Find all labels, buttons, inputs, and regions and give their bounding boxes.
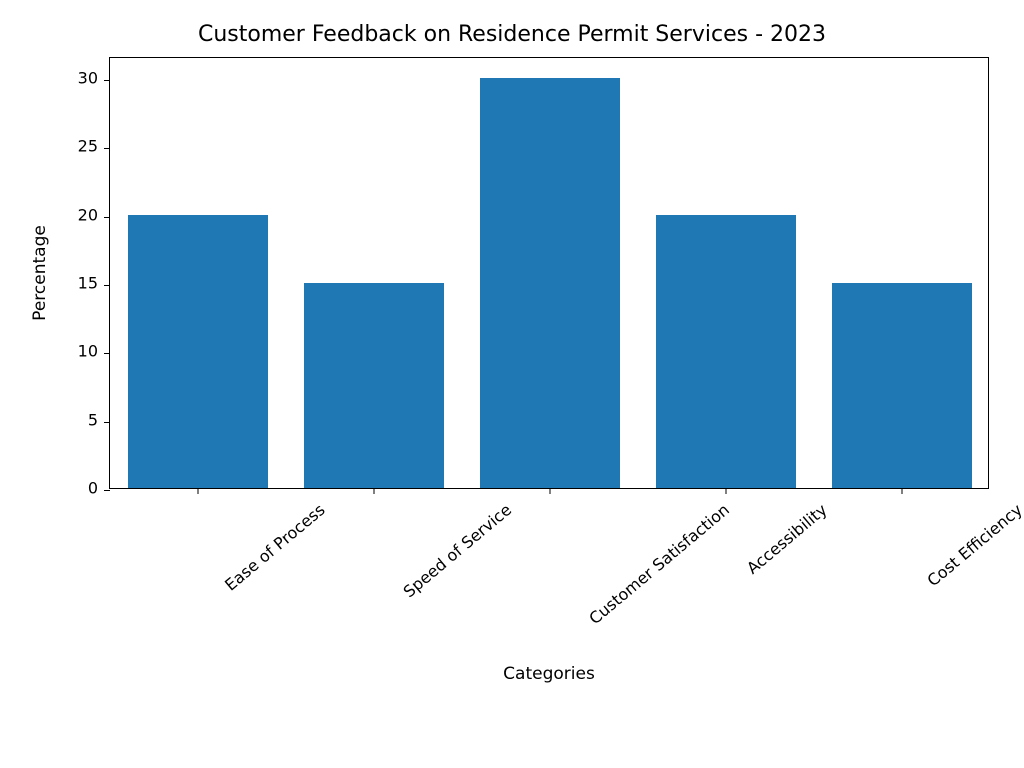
x-tick-label: Cost Efficiency (924, 500, 1024, 590)
y-tick-label: 20 (78, 205, 110, 224)
y-tick-label: 5 (88, 410, 110, 429)
bar (128, 215, 269, 488)
x-axis-label: Categories (503, 664, 595, 684)
bar (304, 283, 445, 488)
y-tick-label: 30 (78, 68, 110, 87)
y-axis-label: Percentage (30, 225, 50, 321)
bar (480, 78, 621, 488)
x-tick-label: Ease of Process (221, 500, 329, 595)
plot-area: 051015202530Ease of ProcessSpeed of Serv… (109, 57, 989, 489)
x-tick-mark (902, 488, 903, 494)
x-tick-mark (550, 488, 551, 494)
chart-figure: Customer Feedback on Residence Permit Se… (0, 0, 1024, 768)
chart-title: Customer Feedback on Residence Permit Se… (0, 22, 1024, 47)
x-tick-label: Customer Satisfaction (585, 500, 733, 628)
x-tick-mark (726, 488, 727, 494)
y-tick-label: 10 (78, 342, 110, 361)
bar (656, 215, 797, 488)
x-tick-mark (374, 488, 375, 494)
y-tick-label: 25 (78, 137, 110, 156)
y-tick-label: 0 (88, 479, 110, 498)
bar (832, 283, 973, 488)
x-tick-label: Accessibility (743, 500, 831, 578)
y-tick-label: 15 (78, 273, 110, 292)
x-tick-label: Speed of Service (400, 500, 516, 601)
x-tick-mark (198, 488, 199, 494)
